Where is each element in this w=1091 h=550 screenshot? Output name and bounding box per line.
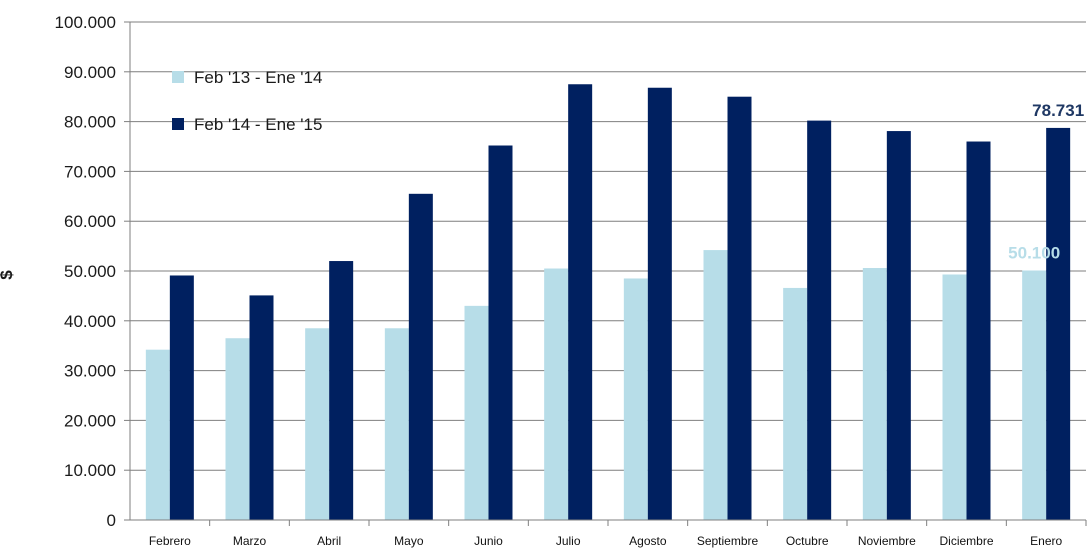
x-tick-label-marzo: Marzo	[233, 534, 267, 548]
x-tick-label-junio: Junio	[474, 534, 503, 548]
y-tick-label: 30.000	[64, 362, 116, 381]
bar-series1-julio	[544, 268, 569, 520]
bar-series2-noviembre	[886, 131, 911, 520]
bar-series1-marzo	[225, 338, 250, 520]
legend-label: Feb '14 - Ene '15	[194, 115, 322, 134]
bar-series1-diciembre	[942, 274, 967, 520]
y-tick-label: 0	[107, 511, 116, 530]
bar-series1-febrero	[145, 349, 170, 520]
x-tick-label-diciembre: Diciembre	[939, 534, 993, 548]
bar-series2-julio	[568, 84, 593, 520]
x-tick-label-agosto: Agosto	[629, 534, 667, 548]
bar-series1-enero	[1022, 270, 1047, 520]
bar-series2-septiembre	[727, 96, 752, 520]
y-tick-label: 70.000	[64, 162, 116, 181]
data-labels: 50.100 78.731	[1008, 101, 1084, 263]
x-tick-label-julio: Julio	[556, 534, 581, 548]
data-label: 78.731	[1032, 101, 1084, 120]
x-tick-label-septiembre: Septiembre	[697, 534, 759, 548]
bar-series1-noviembre	[862, 268, 887, 520]
gridlines	[130, 21, 1086, 471]
y-tick-label: 90.000	[64, 63, 116, 82]
bar-series1-junio	[464, 305, 489, 520]
bars	[145, 84, 1071, 521]
bar-series2-diciembre	[966, 141, 991, 520]
x-tick-label-febrero: Febrero	[149, 534, 191, 548]
x-tick-label-abril: Abril	[317, 534, 341, 548]
y-tick-label: 20.000	[64, 411, 116, 430]
legend-label: Feb '13 - Ene '14	[194, 68, 322, 87]
bar-series1-octubre	[783, 287, 808, 520]
bar-series1-mayo	[384, 328, 409, 520]
y-tick-label: 10.000	[64, 461, 116, 480]
axes	[124, 21, 1087, 526]
bar-series2-mayo	[408, 193, 433, 520]
bar-series2-febrero	[169, 275, 194, 520]
y-tick-labels: 0 10.000 20.000 30.000 40.000 50.000 60.000 70.…	[55, 13, 116, 530]
y-axis-label: $	[0, 270, 16, 280]
bar-series2-marzo	[249, 295, 274, 520]
y-tick-label: 50.000	[64, 262, 116, 281]
bar-series2-abril	[329, 261, 354, 520]
y-tick-label: 40.000	[64, 312, 116, 331]
y-tick-label: 100.000	[55, 13, 116, 32]
bar-series2-agosto	[647, 87, 672, 521]
x-tick-label-enero: Enero	[1030, 534, 1062, 548]
legend: Feb '13 - Ene '14 Feb '14 - Ene '15	[172, 68, 322, 134]
x-tick-label-mayo: Mayo	[394, 534, 424, 548]
bar-series1-septiembre	[703, 250, 728, 521]
x-tick-label-noviembre: Noviembre	[858, 534, 916, 548]
y-tick-label: 80.000	[64, 113, 116, 132]
bar-series2-octubre	[807, 120, 832, 520]
bar-series1-abril	[305, 328, 330, 520]
x-tick-labels: Febrero Marzo Abril Mayo Junio Julio Agosto Sep…	[149, 534, 1063, 548]
x-tick-label-octubre: Octubre	[786, 534, 829, 548]
y-tick-label: 60.000	[64, 212, 116, 231]
data-label: 50.100	[1008, 244, 1060, 263]
legend-swatch	[172, 118, 184, 130]
legend-swatch	[172, 71, 184, 83]
bar-series2-junio	[488, 145, 513, 520]
bar-series1-agosto	[623, 278, 648, 520]
bar-series2-enero	[1046, 127, 1071, 520]
